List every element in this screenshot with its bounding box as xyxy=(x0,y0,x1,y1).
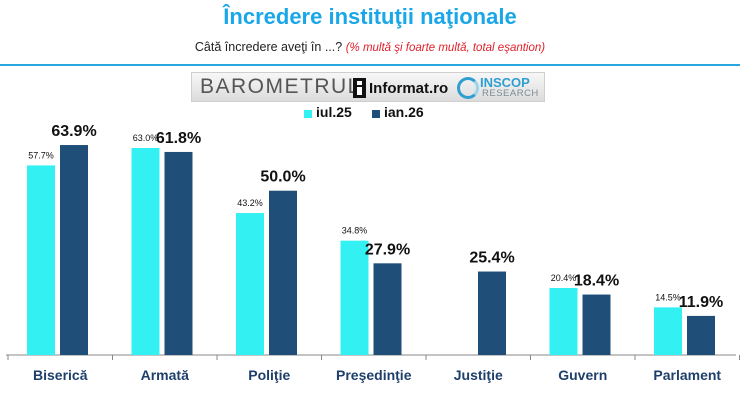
category-label: Parlament xyxy=(653,367,721,383)
bar-ian26 xyxy=(164,151,193,355)
subtitle-note: (% multă şi foarte multă, total eşantion… xyxy=(345,42,546,54)
bar-ian26 xyxy=(582,294,611,355)
legend-swatch-iul25 xyxy=(304,110,312,118)
data-label-iul25: 43.2% xyxy=(237,198,263,208)
subtitle-question: Câtă încredere aveţi în ...? xyxy=(194,40,343,54)
data-label-iul25: 34.8% xyxy=(342,226,368,236)
data-label-iul25: 14.5% xyxy=(655,292,681,302)
legend-label-iul25: iul.25 xyxy=(316,104,352,120)
bar-ian26 xyxy=(269,190,297,355)
category-label: Preşedinţie xyxy=(336,367,412,383)
barometru-logo-text: BAROMETRUL xyxy=(200,75,361,98)
sponsor-logo-bar: BAROMETRUL Informat.ro INSCOP RESEARCH xyxy=(191,72,545,102)
bar-iul25 xyxy=(549,287,578,355)
bar-iul25 xyxy=(131,148,160,355)
bar-ian26 xyxy=(478,271,506,355)
bar-ian26 xyxy=(373,263,402,355)
data-label-ian26: 18.4% xyxy=(574,273,619,290)
category-label: Armată xyxy=(141,367,189,383)
legend-label-ian26: ian.26 xyxy=(384,104,424,120)
data-label-ian26: 63.9% xyxy=(51,123,96,140)
data-label-iul25: 63.0% xyxy=(133,133,159,143)
data-label-ian26: 50.0% xyxy=(260,169,305,186)
informat-logo-text: Informat.ro xyxy=(369,80,449,97)
data-label-ian26: 61.8% xyxy=(156,130,201,147)
bar-ian26 xyxy=(60,145,88,355)
legend-swatch-ian26 xyxy=(372,110,380,118)
data-label-ian26: 11.9% xyxy=(679,294,723,311)
category-label: Poliţie xyxy=(248,367,290,383)
data-label-iul25: 20.4% xyxy=(551,273,577,283)
chart-title: Încredere instituţii naţionale xyxy=(223,4,517,29)
inscop-logo-text: INSCOP xyxy=(480,75,530,90)
bar-iul25 xyxy=(340,240,369,355)
header-divider xyxy=(0,64,740,66)
informat-logo-icon xyxy=(353,78,366,98)
category-label: Guvern xyxy=(558,367,607,383)
data-label-iul25: 57.7% xyxy=(28,150,54,160)
bar-iul25 xyxy=(654,307,682,355)
bar-ian26 xyxy=(687,315,715,355)
inscop-research-text: RESEARCH xyxy=(482,88,539,99)
inscop-logo-icon xyxy=(457,77,479,99)
category-label: Biserică xyxy=(33,367,88,383)
bar-iul25 xyxy=(236,213,264,355)
data-label-ian26: 25.4% xyxy=(469,250,514,267)
bar-iul25 xyxy=(27,165,55,355)
data-label-ian26: 27.9% xyxy=(365,241,410,258)
category-label: Justiţie xyxy=(454,367,503,383)
chart-subtitle: Câtă încredere aveţi în ...? (% multă şi… xyxy=(0,40,740,54)
